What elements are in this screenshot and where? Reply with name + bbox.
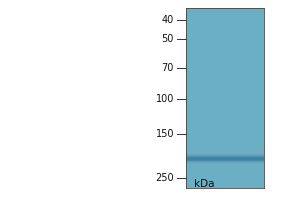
Bar: [186, 160, 264, 161]
Bar: [186, 164, 264, 165]
Bar: [186, 151, 264, 152]
Bar: [186, 157, 264, 158]
Text: 50: 50: [162, 34, 174, 44]
Text: 250: 250: [155, 173, 174, 183]
Bar: [186, 151, 264, 152]
Bar: [186, 8, 264, 188]
Bar: [186, 156, 264, 157]
Bar: [186, 150, 264, 151]
Bar: [186, 163, 264, 164]
Bar: [186, 165, 264, 166]
Bar: [186, 164, 264, 165]
Bar: [186, 163, 264, 164]
Bar: [186, 154, 264, 155]
Text: 150: 150: [155, 129, 174, 139]
Bar: [186, 156, 264, 157]
Bar: [186, 158, 264, 159]
Bar: [186, 158, 264, 159]
Text: 40: 40: [162, 15, 174, 25]
Text: 70: 70: [162, 63, 174, 73]
Bar: [186, 160, 264, 161]
Bar: [186, 159, 264, 160]
Bar: [186, 152, 264, 153]
Bar: [186, 155, 264, 156]
Bar: [186, 162, 264, 163]
Bar: [186, 161, 264, 162]
Text: 100: 100: [156, 94, 174, 104]
Bar: [186, 153, 264, 154]
Text: kDa: kDa: [194, 179, 214, 189]
Bar: [186, 161, 264, 162]
Bar: [186, 153, 264, 154]
Bar: [186, 157, 264, 158]
Bar: [186, 162, 264, 163]
Bar: [186, 159, 264, 160]
Bar: [186, 155, 264, 156]
Bar: [186, 152, 264, 153]
Bar: [186, 165, 264, 166]
Bar: [186, 154, 264, 155]
